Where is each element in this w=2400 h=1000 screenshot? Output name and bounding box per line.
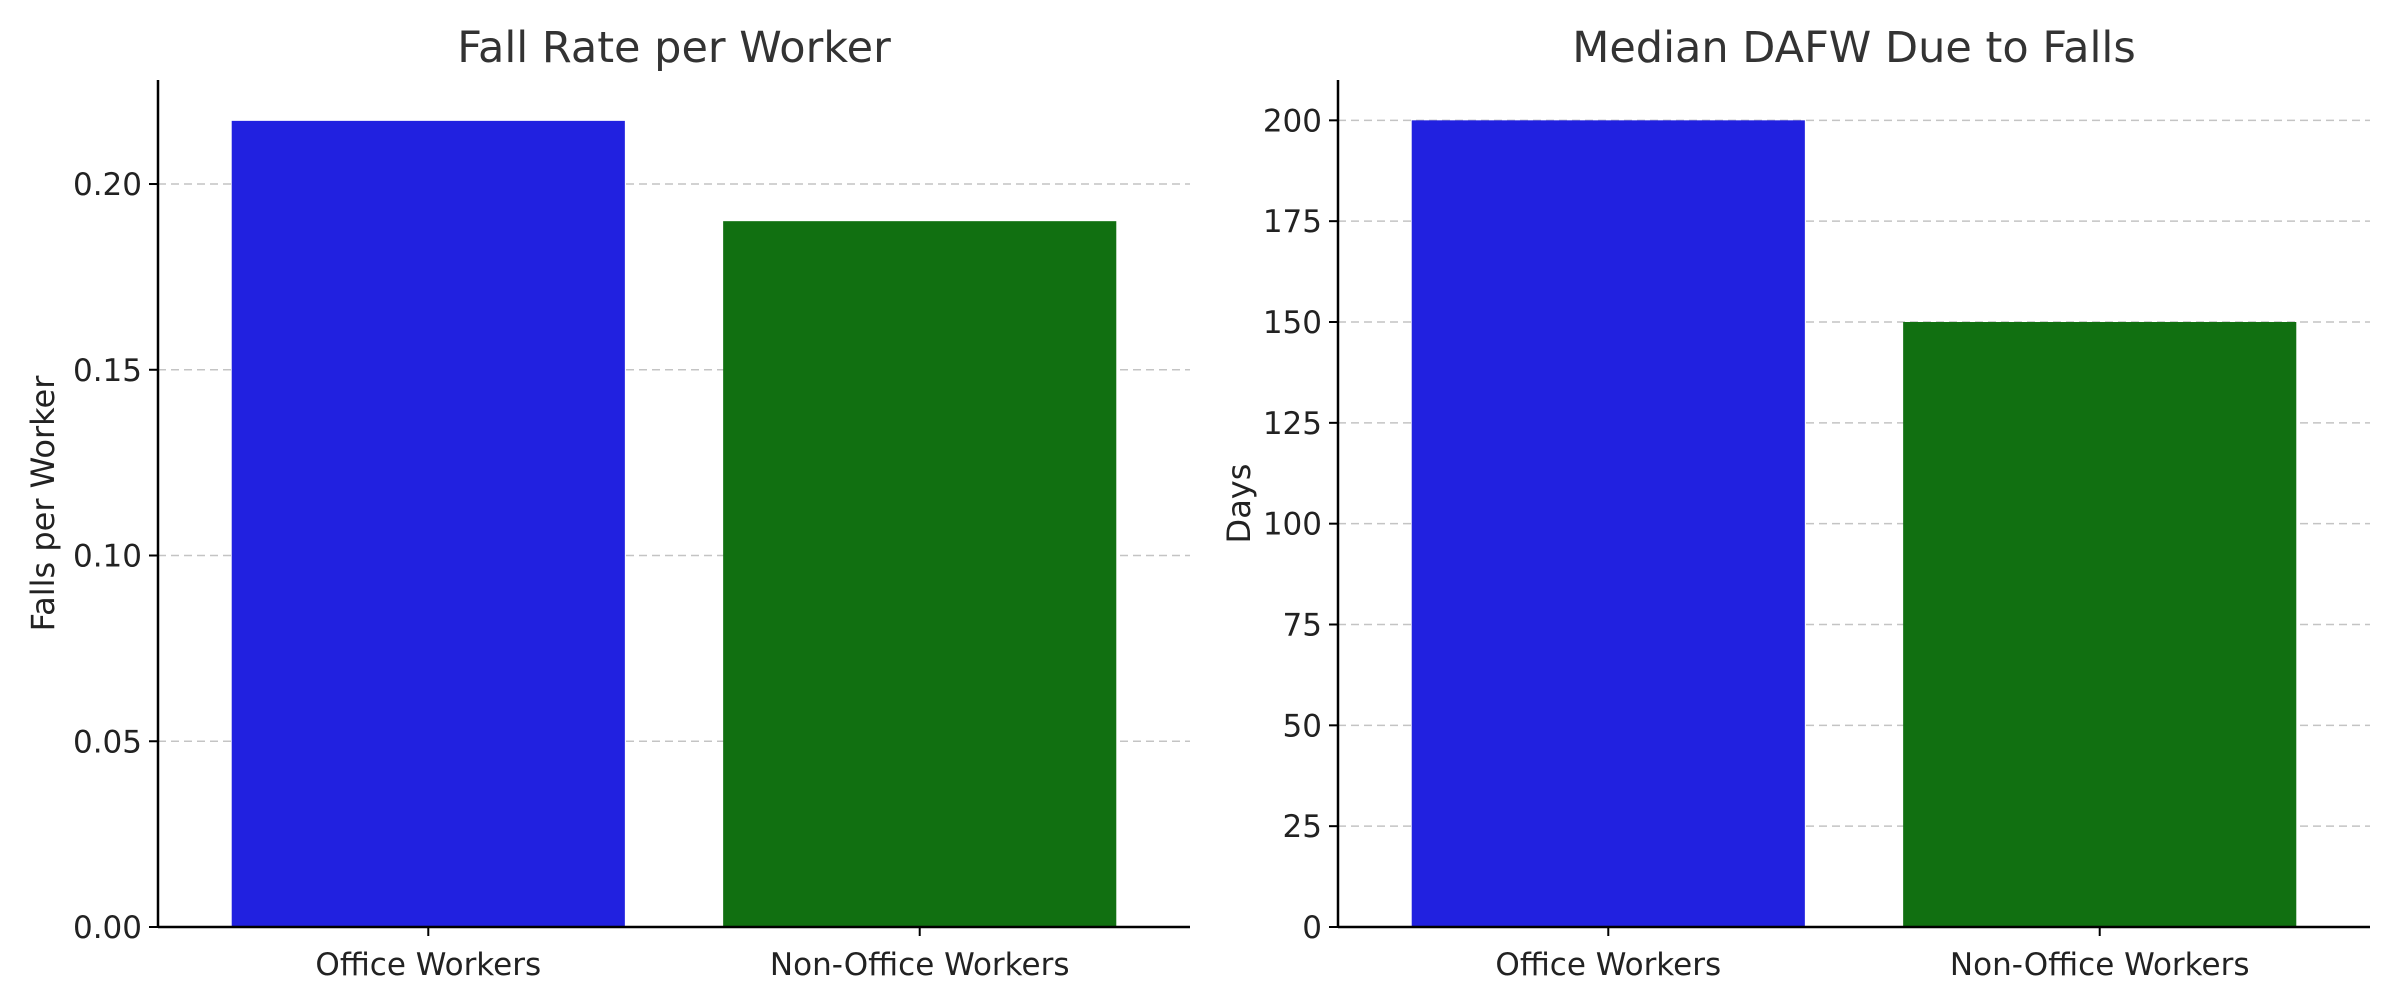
bar-non-office-workers xyxy=(1903,322,2297,927)
bar-office-workers xyxy=(231,120,625,928)
y-tick-label: 125 xyxy=(1263,406,1322,442)
y-tick-label: 0.20 xyxy=(73,167,142,203)
y-tick-label: 50 xyxy=(1283,708,1322,744)
y-tick-label: 25 xyxy=(1283,809,1322,845)
y-tick-label: 150 xyxy=(1263,305,1322,341)
y-tick-label: 175 xyxy=(1263,204,1322,240)
y-tick-label: 200 xyxy=(1263,103,1322,139)
x-tick-label: Office Workers xyxy=(1495,947,1721,983)
y-tick-label: 0.10 xyxy=(73,539,142,575)
y-tick-label: 0.00 xyxy=(73,910,142,946)
bar-non-office-workers xyxy=(723,221,1117,927)
chart-fall-rate: Office Workers Non-Office Workers 0.00 0.05… xyxy=(24,23,1190,983)
y-axis-label: Falls per Worker xyxy=(24,375,62,632)
chart-median-dafw: Office Workers Non-Office Workers 0 25 50 75 1… xyxy=(1220,23,2370,983)
x-tick-label: Non-Office Workers xyxy=(1950,947,2250,983)
y-tick-label: 0.05 xyxy=(73,724,142,760)
bar-office-workers xyxy=(1411,120,1805,928)
x-tick-label: Non-Office Workers xyxy=(770,947,1070,983)
y-tick-label: 100 xyxy=(1263,507,1322,543)
x-tick-label: Office Workers xyxy=(315,947,541,983)
y-axis-label: Days xyxy=(1220,464,1258,544)
y-tick-label: 0 xyxy=(1302,910,1322,946)
chart-title: Median DAFW Due to Falls xyxy=(1572,23,2136,73)
y-tick-label: 75 xyxy=(1283,608,1322,644)
y-tick-label: 0.15 xyxy=(73,353,142,389)
chart-title: Fall Rate per Worker xyxy=(457,23,891,73)
